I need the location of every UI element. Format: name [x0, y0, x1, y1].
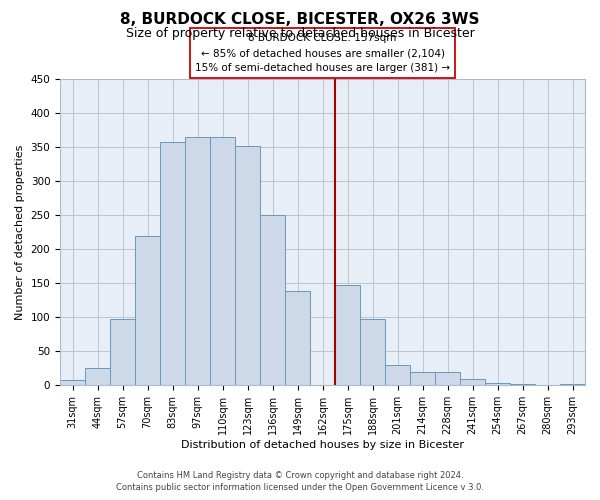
Text: 8, BURDOCK CLOSE, BICESTER, OX26 3WS: 8, BURDOCK CLOSE, BICESTER, OX26 3WS	[120, 12, 480, 28]
Text: Contains HM Land Registry data © Crown copyright and database right 2024.
Contai: Contains HM Land Registry data © Crown c…	[116, 471, 484, 492]
Bar	[60, 380, 85, 386]
Text: Size of property relative to detached houses in Bicester: Size of property relative to detached ho…	[125, 28, 475, 40]
Bar	[185, 137, 210, 386]
Text: 8 BURDOCK CLOSE: 157sqm
← 85% of detached houses are smaller (2,104)
15% of semi: 8 BURDOCK CLOSE: 157sqm ← 85% of detache…	[195, 34, 450, 73]
Bar	[460, 378, 485, 386]
X-axis label: Distribution of detached houses by size in Bicester: Distribution of detached houses by size …	[181, 440, 464, 450]
Bar	[160, 142, 185, 386]
Bar	[335, 284, 360, 386]
Bar	[110, 318, 135, 386]
Bar	[560, 384, 585, 386]
Bar	[435, 372, 460, 386]
Y-axis label: Number of detached properties: Number of detached properties	[15, 144, 25, 320]
Bar	[510, 384, 535, 386]
Bar	[210, 137, 235, 386]
Bar	[85, 368, 110, 386]
Bar	[135, 236, 160, 386]
Bar	[235, 146, 260, 386]
Bar	[485, 384, 510, 386]
Bar	[260, 215, 285, 386]
Bar	[285, 292, 310, 386]
Bar	[360, 320, 385, 386]
Bar	[410, 372, 435, 386]
Bar	[385, 365, 410, 386]
